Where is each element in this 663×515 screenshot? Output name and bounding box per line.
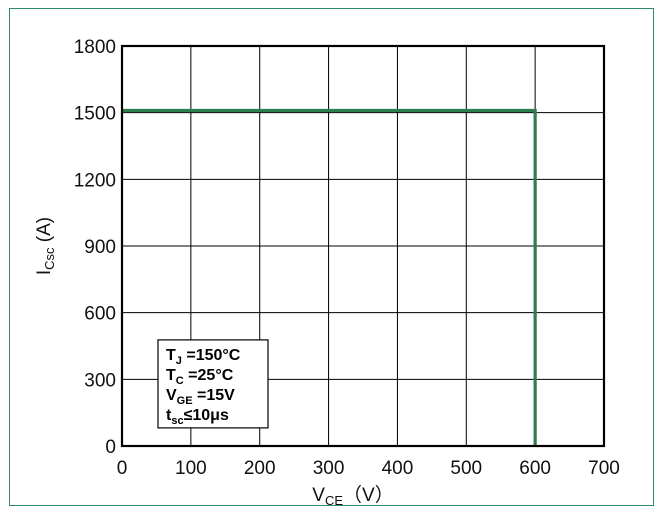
x-tick-label: 500 [450,458,482,479]
series-line-short-circuit-limit [122,108,537,446]
condition-tj-symbol: T [166,347,176,364]
y-tick-label: 1500 [74,104,116,125]
y-axis-label-unit: (A) [34,217,55,248]
x-tick-label: 0 [117,458,128,479]
figure-frame: 0 100 200 300 400 500 600 700 0 300 600 900 1200 150… [9,8,654,507]
condition-vge-subscript: GE [177,395,193,407]
x-axis-label: VCE（V） [312,484,393,507]
y-tick-label: 0 [105,437,116,458]
condition-tj-value: =150°C [182,347,241,364]
series-layer [122,108,537,446]
y-tick-label: 1200 [74,170,116,191]
condition-tj-subscript: J [176,355,182,367]
x-tick-label: 600 [519,458,551,479]
x-tick-label: 100 [175,458,207,479]
x-axis-label-unit: （V） [343,484,394,506]
condition-line-tsc: tsc≤10μs [166,407,229,427]
condition-tc-symbol: T [166,367,176,384]
condition-tc-value: =25°C [184,367,234,384]
condition-tsc-subscript: sc [171,415,183,427]
y-tick-label: 300 [84,370,116,391]
conditions-box: TJ =150°C TC =25°C VGE =15V tsc≤10μs [157,339,269,429]
condition-tsc-symbol: t [166,407,172,424]
x-axis-label-symbol: V [312,485,325,506]
chart: 0 100 200 300 400 500 600 700 0 300 600 900 1200 150… [34,37,620,507]
x-tick-label: 300 [313,458,345,479]
condition-vge-value: =15V [193,387,236,404]
condition-tc-subscript: C [176,375,184,387]
x-tick-label: 700 [588,458,620,479]
y-tick-label: 1800 [74,37,116,58]
y-tick-label: 900 [84,237,116,258]
y-axis-label-symbol: I [34,270,55,275]
y-tick-label: 600 [84,304,116,325]
y-axis-ticks: 0 300 600 900 1200 1500 1800 [74,37,116,458]
x-axis-label-subscript: CE [325,493,343,507]
condition-vge-symbol: V [166,387,177,404]
conditions-box-frame [157,339,269,429]
x-tick-label: 200 [244,458,276,479]
condition-line-tj: TJ =150°C [166,347,241,367]
condition-line-tc: TC =25°C [166,367,234,387]
x-axis-ticks: 0 100 200 300 400 500 600 700 [117,458,620,479]
y-axis-label-subscript: Csc [42,247,57,270]
plot-area-border [120,44,606,448]
x-tick-label: 400 [382,458,414,479]
condition-line-vge: VGE =15V [166,387,235,407]
condition-tsc-value: ≤10μs [184,407,229,424]
y-axis-label: ICsc (A) [34,217,57,275]
